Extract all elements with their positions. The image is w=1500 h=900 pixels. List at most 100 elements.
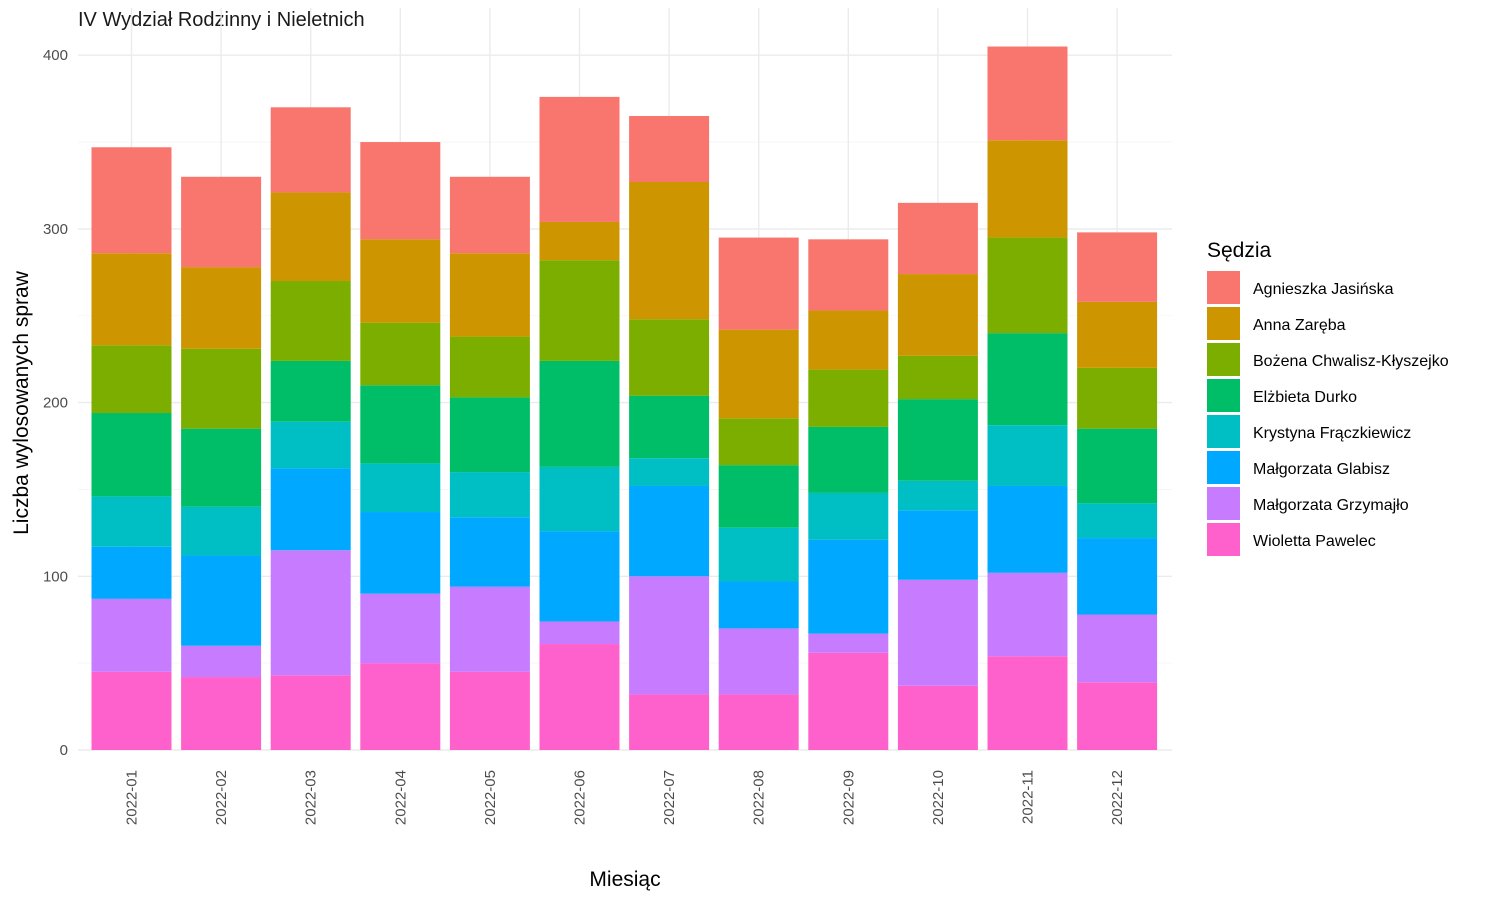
- bar-segment-wioletta-pawelec-2022-02: [181, 677, 262, 750]
- bar-segment-krystyna-fraczkiewicz-2022-03: [270, 421, 351, 469]
- bar-segment-krystyna-fraczkiewicz-2022-10: [897, 480, 978, 511]
- bar-segment-agnieszka-jasinska-2022-02: [181, 176, 262, 268]
- x-tick-label: 2022-05: [482, 770, 499, 825]
- legend-label: Anna Zaręba: [1253, 317, 1346, 334]
- y-axis-title: Liczba wylosowanych spraw: [10, 270, 33, 535]
- bar-segment-elzbieta-durko-2022-04: [360, 385, 441, 464]
- x-axis-title: Miesiąc: [589, 868, 660, 891]
- x-tick-label: 2022-08: [751, 770, 768, 825]
- bar-stack-2022-10: [897, 202, 978, 750]
- x-tick-label: 2022-04: [392, 770, 409, 825]
- y-tick-label: 100: [43, 568, 68, 585]
- bar-segment-bozena-chwalisz-klyszejko-2022-07: [629, 319, 710, 396]
- bar-segment-bozena-chwalisz-klyszejko-2022-01: [91, 345, 172, 414]
- legend-item-anna-zareba: Anna Zaręba: [1207, 307, 1346, 340]
- bar-segment-elzbieta-durko-2022-03: [270, 360, 351, 422]
- bar-stack-2022-04: [360, 142, 441, 750]
- bar-segment-malgorzata-glabisz-2022-07: [629, 485, 710, 577]
- x-tick-label: 2022-12: [1109, 770, 1126, 825]
- legend: Sędzia Agnieszka Jasińska Anna Zaręba Boże…: [1207, 239, 1449, 556]
- bar-segment-malgorzata-glabisz-2022-03: [270, 468, 351, 551]
- legend-title: Sędzia: [1207, 239, 1272, 262]
- x-tick-label: 2022-11: [1020, 770, 1037, 824]
- bar-segment-elzbieta-durko-2022-05: [449, 397, 530, 473]
- bar-segment-krystyna-fraczkiewicz-2022-02: [181, 506, 262, 556]
- bar-segment-malgorzata-glabisz-2022-10: [897, 510, 978, 580]
- bar-segment-malgorzata-glabisz-2022-02: [181, 555, 262, 646]
- legend-label: Krystyna Frączkiewicz: [1253, 425, 1411, 442]
- bar-segment-anna-zareba-2022-03: [270, 192, 351, 282]
- bar-segment-wioletta-pawelec-2022-11: [987, 656, 1068, 750]
- legend-swatch: [1207, 415, 1240, 448]
- bar-segment-bozena-chwalisz-klyszejko-2022-05: [449, 336, 530, 398]
- x-tick-label: 2022-03: [303, 770, 320, 825]
- bar-segment-agnieszka-jasinska-2022-10: [897, 202, 978, 275]
- bar-segment-anna-zareba-2022-07: [629, 182, 710, 320]
- bar-segment-malgorzata-grzymajlo-2022-07: [629, 576, 710, 695]
- legend-swatch: [1207, 307, 1240, 340]
- legend-item-agnieszka-jasinska: Agnieszka Jasińska: [1207, 271, 1394, 304]
- bar-segment-krystyna-fraczkiewicz-2022-07: [629, 458, 710, 486]
- legend-label: Małgorzata Grzymajło: [1253, 497, 1409, 514]
- bar-segment-malgorzata-glabisz-2022-04: [360, 512, 441, 594]
- legend-label: Małgorzata Glabisz: [1253, 461, 1390, 478]
- bar-segment-malgorzata-grzymajlo-2022-05: [449, 586, 530, 672]
- bar-segment-wioletta-pawelec-2022-07: [629, 694, 710, 750]
- bar-segment-krystyna-fraczkiewicz-2022-05: [449, 472, 530, 518]
- bar-segment-malgorzata-glabisz-2022-09: [808, 539, 889, 634]
- legend-swatch: [1207, 523, 1240, 556]
- legend-label: Agnieszka Jasińska: [1253, 281, 1394, 298]
- legend-swatch: [1207, 451, 1240, 484]
- bar-segment-krystyna-fraczkiewicz-2022-11: [987, 425, 1068, 486]
- bar-segment-elzbieta-durko-2022-01: [91, 413, 172, 497]
- bar-stack-2022-03: [270, 107, 351, 750]
- y-tick-label: 0: [60, 742, 68, 759]
- bar-segment-wioletta-pawelec-2022-01: [91, 671, 172, 750]
- bar-segment-anna-zareba-2022-06: [539, 221, 620, 261]
- bar-segment-malgorzata-glabisz-2022-12: [1077, 538, 1158, 615]
- bar-segment-malgorzata-glabisz-2022-06: [539, 531, 620, 622]
- bar-segment-wioletta-pawelec-2022-05: [449, 671, 530, 750]
- bar-segment-agnieszka-jasinska-2022-04: [360, 142, 441, 240]
- bar-segment-agnieszka-jasinska-2022-06: [539, 96, 620, 222]
- bar-segment-anna-zareba-2022-01: [91, 253, 172, 346]
- bar-stack-2022-06: [539, 96, 620, 750]
- bar-segment-agnieszka-jasinska-2022-08: [718, 237, 799, 330]
- bar-segment-malgorzata-grzymajlo-2022-02: [181, 645, 262, 678]
- bar-segment-bozena-chwalisz-klyszejko-2022-08: [718, 418, 799, 466]
- bar-segment-agnieszka-jasinska-2022-09: [808, 239, 889, 311]
- x-tick-label: 2022-02: [213, 770, 230, 825]
- bar-segment-krystyna-fraczkiewicz-2022-09: [808, 492, 889, 540]
- bar-segment-malgorzata-glabisz-2022-11: [987, 485, 1068, 573]
- bar-segment-bozena-chwalisz-klyszejko-2022-12: [1077, 367, 1158, 429]
- bar-segment-malgorzata-grzymajlo-2022-12: [1077, 614, 1158, 683]
- bar-segment-elzbieta-durko-2022-12: [1077, 428, 1158, 504]
- bar-stack-2022-09: [808, 239, 889, 750]
- bar-segment-anna-zareba-2022-10: [897, 274, 978, 356]
- bar-segment-anna-zareba-2022-04: [360, 239, 441, 323]
- bar-segment-malgorzata-grzymajlo-2022-03: [270, 550, 351, 676]
- bar-segment-wioletta-pawelec-2022-03: [270, 675, 351, 750]
- y-tick-label: 400: [43, 47, 68, 64]
- bar-segment-malgorzata-grzymajlo-2022-11: [987, 572, 1068, 657]
- bar-segment-malgorzata-grzymajlo-2022-10: [897, 579, 978, 686]
- legend-item-malgorzata-grzymajlo: Małgorzata Grzymajło: [1207, 487, 1409, 520]
- bar-segment-agnieszka-jasinska-2022-05: [449, 176, 530, 254]
- bar-segment-malgorzata-grzymajlo-2022-01: [91, 598, 172, 672]
- bar-segment-elzbieta-durko-2022-02: [181, 428, 262, 507]
- bar-segment-anna-zareba-2022-05: [449, 253, 530, 337]
- bar-segment-elzbieta-durko-2022-09: [808, 426, 889, 493]
- legend-label: Elżbieta Durko: [1253, 389, 1357, 406]
- bar-segment-anna-zareba-2022-09: [808, 310, 889, 370]
- bar-segment-wioletta-pawelec-2022-10: [897, 685, 978, 750]
- bar-segment-anna-zareba-2022-08: [718, 329, 799, 419]
- legend-item-wioletta-pawelec: Wioletta Pawelec: [1207, 523, 1376, 556]
- bars: [91, 46, 1158, 750]
- bar-stack-2022-02: [181, 176, 262, 750]
- legend-swatch: [1207, 343, 1240, 376]
- bar-segment-krystyna-fraczkiewicz-2022-04: [360, 463, 441, 513]
- x-tick-label: 2022-10: [930, 770, 947, 825]
- bar-segment-agnieszka-jasinska-2022-01: [91, 147, 172, 254]
- x-axis-ticks: 2022-01 2022-02 2022-03 2022-04 2022-05 2022-…: [124, 770, 1127, 825]
